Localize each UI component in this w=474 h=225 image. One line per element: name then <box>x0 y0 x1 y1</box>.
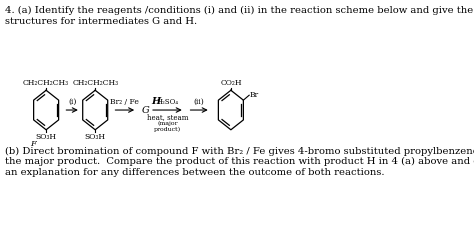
Text: Br₂ / Fe: Br₂ / Fe <box>110 98 139 106</box>
Text: (ii): (ii) <box>194 98 204 106</box>
Text: H₂SO₄: H₂SO₄ <box>156 98 178 106</box>
Text: SO₃H: SO₃H <box>85 133 106 141</box>
Text: F: F <box>30 140 36 148</box>
Text: 4. (a) Identify the reagents /conditions (i) and (ii) in the reaction scheme bel: 4. (a) Identify the reagents /conditions… <box>5 6 473 26</box>
Text: heat, steam: heat, steam <box>146 113 188 121</box>
Text: (major: (major <box>157 121 178 126</box>
Text: CH₂CH₂CH₃: CH₂CH₂CH₃ <box>72 79 118 87</box>
Text: G: G <box>141 106 149 115</box>
Text: CH₂CH₂CH₃: CH₂CH₂CH₃ <box>23 79 69 87</box>
Text: CO₂H: CO₂H <box>220 79 242 87</box>
Text: Br: Br <box>250 91 259 99</box>
Text: SO₃H: SO₃H <box>36 133 56 141</box>
Text: H: H <box>152 97 161 106</box>
Text: (b) Direct bromination of compound F with Br₂ / Fe gives 4-bromo substituted pro: (b) Direct bromination of compound F wit… <box>5 146 474 177</box>
Text: product): product) <box>154 127 181 132</box>
Text: (i): (i) <box>68 98 76 106</box>
